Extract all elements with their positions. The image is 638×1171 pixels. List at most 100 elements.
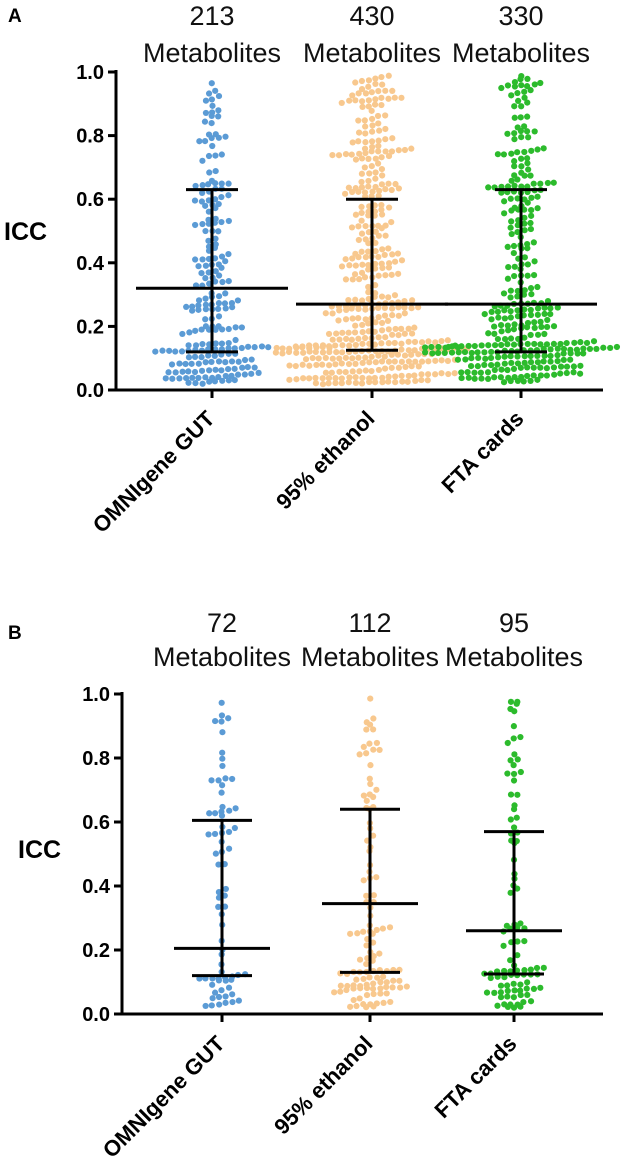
data-point: [342, 151, 350, 158]
data-point: [511, 130, 518, 137]
data-point: [218, 193, 225, 201]
data-point: [537, 341, 544, 348]
data-point: [352, 296, 359, 303]
data-point: [365, 261, 372, 269]
data-point: [544, 179, 551, 187]
data-point: [550, 364, 558, 371]
data-point: [315, 355, 322, 362]
data-point: [378, 327, 386, 334]
data-point: [385, 358, 393, 365]
data-point: [152, 348, 159, 355]
count-word: Metabolites: [303, 38, 441, 68]
data-point: [402, 363, 409, 371]
data-point: [411, 324, 418, 331]
data-point: [248, 370, 255, 377]
data-point: [358, 209, 365, 217]
data-point: [379, 925, 386, 932]
data-point: [454, 344, 461, 351]
data-point: [461, 348, 469, 356]
data-point: [332, 379, 339, 387]
data-point: [368, 138, 376, 145]
data-point: [507, 698, 515, 705]
data-point: [530, 985, 538, 992]
data-point: [571, 339, 578, 346]
data-point: [352, 97, 359, 104]
data-point: [360, 877, 367, 884]
data-point: [521, 227, 528, 234]
data-point: [514, 377, 522, 385]
data-point: [326, 362, 333, 369]
data-point: [551, 371, 558, 378]
data-point: [349, 188, 356, 196]
series-2: [272, 72, 471, 388]
data-point: [361, 164, 368, 171]
data-point: [501, 974, 508, 981]
data-point: [195, 360, 202, 367]
data-point: [215, 977, 223, 984]
data-point: [336, 307, 343, 314]
data-point: [399, 378, 406, 385]
data-point: [462, 356, 469, 363]
data-point: [537, 318, 544, 325]
data-point: [306, 344, 313, 352]
data-point: [507, 377, 514, 385]
data-point: [530, 364, 537, 371]
data-point: [524, 991, 531, 999]
data-point: [363, 797, 370, 804]
data-point: [514, 293, 521, 300]
data-point: [326, 344, 333, 352]
data-point: [534, 193, 541, 200]
data-point: [500, 942, 507, 949]
data-point: [527, 225, 534, 233]
data-point: [375, 120, 382, 127]
data-point: [521, 214, 528, 221]
data-point: [366, 740, 373, 747]
data-point: [445, 370, 452, 378]
data-point: [354, 930, 361, 937]
data-point: [531, 81, 538, 88]
data-point: [299, 361, 306, 368]
data-point: [534, 311, 541, 318]
data-point: [183, 374, 190, 382]
data-point: [356, 276, 363, 283]
data-point: [523, 128, 531, 135]
data-point: [325, 330, 333, 338]
data-point: [378, 165, 386, 173]
data-point: [477, 369, 484, 376]
data-point: [392, 325, 399, 333]
data-point: [211, 352, 218, 359]
data-point: [216, 272, 223, 279]
data-point: [319, 343, 326, 351]
data-point: [560, 356, 567, 364]
data-point: [514, 360, 522, 367]
data-point: [524, 199, 531, 206]
data-point: [527, 306, 534, 314]
data-point: [225, 345, 232, 352]
data-point: [557, 370, 564, 377]
data-point: [527, 172, 534, 179]
data-point: [567, 356, 574, 363]
data-point: [339, 329, 346, 336]
data-point: [388, 148, 396, 155]
data-point: [361, 117, 368, 124]
data-point: [202, 316, 209, 323]
data-point: [345, 297, 352, 304]
data-point: [365, 240, 372, 247]
data-point: [391, 292, 399, 299]
data-point: [527, 285, 535, 292]
data-point: [391, 94, 398, 101]
data-point: [405, 325, 412, 332]
data-point: [531, 258, 538, 265]
data-point: [192, 182, 199, 190]
data-point: [208, 1002, 215, 1009]
data-point: [524, 979, 531, 986]
data-point: [212, 278, 219, 285]
data-point: [319, 381, 327, 388]
data-point: [218, 264, 225, 271]
data-point: [202, 359, 209, 366]
data-point: [293, 344, 300, 351]
data-point: [372, 155, 379, 162]
data-point: [219, 749, 226, 756]
data-point: [235, 358, 242, 365]
data-point: [524, 372, 531, 380]
